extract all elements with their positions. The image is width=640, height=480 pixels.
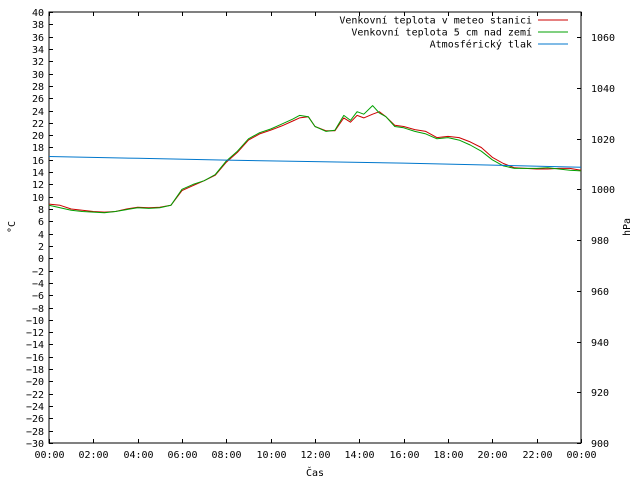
y-left-tick-label: −10 xyxy=(26,316,44,327)
y-left-tick-label: 34 xyxy=(32,45,44,56)
y-left-tick-label: 16 xyxy=(32,156,44,167)
x-tick-label: 02:00 xyxy=(78,450,108,461)
y-left-tick-label: 8 xyxy=(38,205,44,216)
y-left-tick-label: 20 xyxy=(32,131,44,142)
y-right-tick-label: 1020 xyxy=(591,135,615,146)
x-tick-label: 00:00 xyxy=(34,450,64,461)
y-right-tick-label: 1060 xyxy=(591,33,615,44)
legend-label-1: Venkovní teplota v meteo stanici xyxy=(339,15,532,27)
x-tick-label: 20:00 xyxy=(477,450,507,461)
y-left-tick-label: −6 xyxy=(32,291,44,302)
x-axis-ticks: 00:00 02:00 04:00 06:00 08:00 10:00 12:00 14:00… xyxy=(34,12,597,461)
x-axis-title: Čas xyxy=(306,466,324,479)
legend-label-2: Venkovní teplota 5 cm nad zemí xyxy=(351,27,532,39)
legend-label-3: Atmosférický tlak xyxy=(430,39,532,51)
y-axis-left-ticks: −30−28−26−24−22−20−18−16−14−12−10−8−6−4−… xyxy=(26,8,53,450)
x-tick-label: 00:00 xyxy=(566,450,596,461)
y-left-tick-label: 24 xyxy=(32,107,44,118)
y-left-tick-label: 38 xyxy=(32,20,44,31)
y-left-tick-label: −16 xyxy=(26,353,44,364)
y-right-tick-label: 980 xyxy=(591,236,609,247)
y-left-tick-label: −20 xyxy=(26,377,44,388)
x-tick-label: 12:00 xyxy=(300,450,330,461)
y-left-tick-label: −12 xyxy=(26,328,44,339)
y-left-tick-label: −30 xyxy=(26,439,44,450)
y-left-tick-label: −8 xyxy=(32,304,44,315)
y-right-tick-label: 1000 xyxy=(591,185,615,196)
y-left-tick-label: −28 xyxy=(26,427,44,438)
y-left-tick-label: 12 xyxy=(32,180,44,191)
y-left-tick-label: 32 xyxy=(32,57,44,68)
x-tick-label: 18:00 xyxy=(433,450,463,461)
series-line-1 xyxy=(48,111,582,213)
y-left-tick-label: −26 xyxy=(26,414,44,425)
y-right-tick-label: 940 xyxy=(591,338,609,349)
y-left-tick-label: −4 xyxy=(32,279,44,290)
y-left-tick-label: −22 xyxy=(26,390,44,401)
y-left-tick-label: 30 xyxy=(32,70,44,81)
x-tick-label: 14:00 xyxy=(344,450,374,461)
y-axis-right-ticks: 900 920 940 960 980 1000 1020 1040 1060 xyxy=(577,33,615,450)
y-right-tick-label: 920 xyxy=(591,388,609,399)
y-axis-left-title: °C xyxy=(7,221,18,233)
x-tick-label: 16:00 xyxy=(389,450,419,461)
y-left-tick-label: 28 xyxy=(32,82,44,93)
y-left-tick-label: 14 xyxy=(32,168,44,179)
y-left-tick-label: −2 xyxy=(32,267,44,278)
y-left-tick-label: −14 xyxy=(26,340,44,351)
y-left-tick-label: 10 xyxy=(32,193,44,204)
y-axis-right-title: hPa xyxy=(622,218,633,236)
y-left-tick-label: 4 xyxy=(38,230,44,241)
series-line-3 xyxy=(48,156,582,168)
y-left-tick-label: 40 xyxy=(32,8,44,19)
x-tick-label: 22:00 xyxy=(522,450,552,461)
y-left-tick-label: 2 xyxy=(38,242,44,253)
series-layer xyxy=(48,105,582,214)
x-tick-label: 10:00 xyxy=(256,450,286,461)
legend: Venkovní teplota v meteo staniciVenkovní… xyxy=(339,15,568,51)
x-tick-label: 04:00 xyxy=(123,450,153,461)
y-left-tick-label: 22 xyxy=(32,119,44,130)
x-tick-label: 06:00 xyxy=(167,450,197,461)
y-left-tick-label: 6 xyxy=(38,217,44,228)
y-right-tick-label: 1040 xyxy=(591,84,615,95)
y-right-tick-label: 960 xyxy=(591,287,609,298)
y-left-tick-label: −18 xyxy=(26,365,44,376)
x-tick-label: 08:00 xyxy=(211,450,241,461)
y-left-tick-label: 0 xyxy=(38,254,44,265)
y-left-tick-label: 26 xyxy=(32,94,44,105)
y-left-tick-label: 36 xyxy=(32,33,44,44)
series-line-2 xyxy=(48,105,582,214)
y-right-tick-label: 900 xyxy=(591,439,609,450)
y-left-tick-label: −24 xyxy=(26,402,44,413)
y-left-tick-label: 18 xyxy=(32,143,44,154)
